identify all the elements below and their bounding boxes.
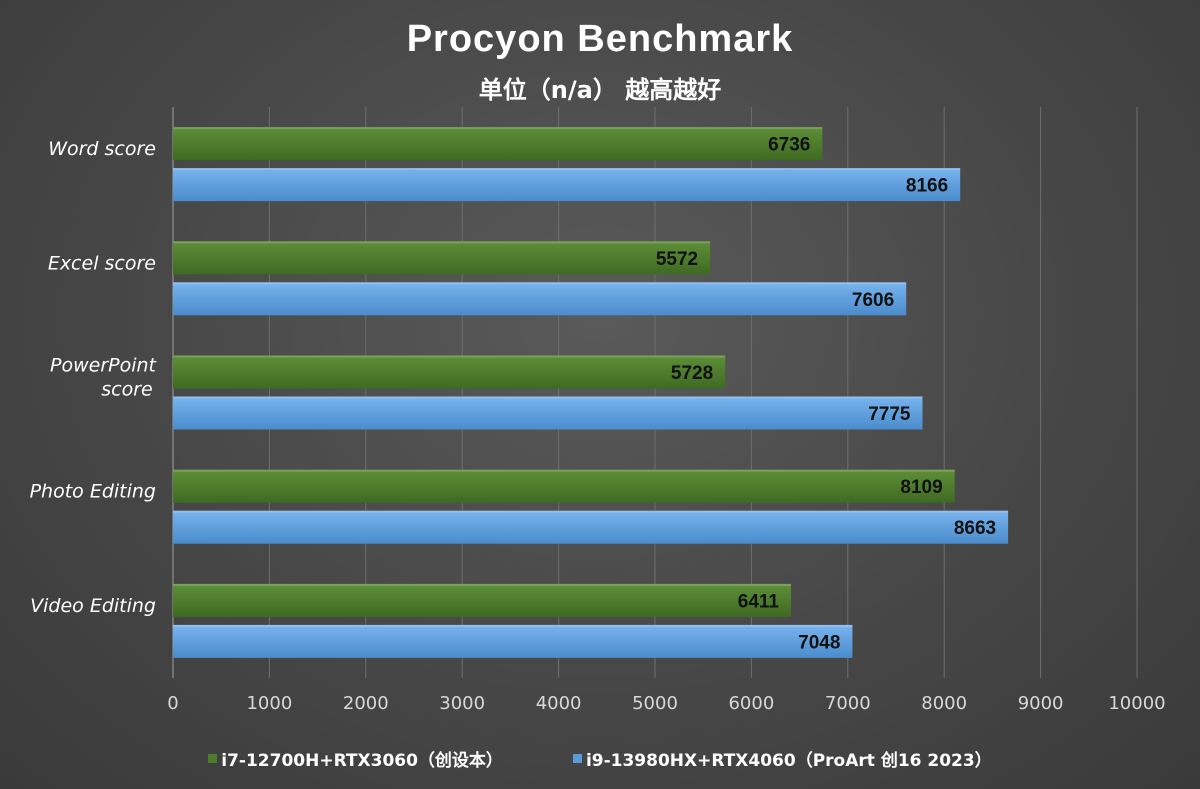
x-tick-label: 4000: [536, 693, 582, 714]
bar-blue: [173, 282, 907, 316]
data-label: 7606: [852, 290, 894, 311]
chart-subtitle: 单位（n/a） 越高越好: [478, 76, 722, 104]
legend-item-series-2: i9-13980HX+RTX4060（ProArt 创16 2023）: [572, 746, 992, 771]
legend-label-series-1: i7-12700H+RTX3060（创设本）: [221, 751, 503, 771]
legend-swatch-blue: [572, 754, 582, 763]
data-label: 8663: [954, 518, 996, 539]
data-label: 7048: [798, 632, 840, 653]
x-tick-label: 9000: [1018, 693, 1064, 714]
x-tick-label: 2000: [343, 693, 389, 714]
category-label: Excel score: [48, 252, 156, 274]
bar-green: [173, 469, 955, 503]
bar-highlight: [173, 282, 907, 285]
data-label: 6411: [738, 591, 780, 612]
bar-green: [173, 241, 711, 275]
x-tick-label: 6000: [728, 693, 774, 714]
category-label: Photo Editing: [30, 481, 156, 503]
data-label: 5728: [671, 363, 713, 384]
bar-highlight: [173, 168, 961, 171]
bar-highlight: [173, 624, 853, 627]
bar-green: [173, 355, 726, 389]
category-label: Video Editing: [30, 595, 156, 617]
bar-highlight: [173, 510, 1009, 513]
bar-highlight: [173, 396, 923, 399]
legend-label-series-2: i9-13980HX+RTX4060（ProArt 创16 2023）: [585, 751, 992, 771]
x-tick-label: 8000: [921, 693, 967, 714]
bar-highlight: [173, 469, 955, 472]
bar-blue: [173, 168, 961, 202]
chart-title: Procyon Benchmark: [406, 18, 794, 60]
bar-highlight: [173, 355, 726, 358]
bar-blue: [173, 510, 1009, 544]
data-label: 8109: [900, 477, 942, 498]
legend-item-series-1: i7-12700H+RTX3060（创设本）: [208, 746, 503, 771]
data-label: 6736: [768, 135, 810, 156]
bar-green: [173, 127, 823, 161]
data-label: 8166: [906, 176, 948, 197]
bar-highlight: [173, 583, 792, 586]
bar-blue: [173, 396, 923, 430]
category-label: PowerPoint: [50, 355, 158, 377]
data-label: 5572: [656, 249, 698, 270]
legend-swatch-green: [208, 754, 218, 763]
bar-highlight: [173, 241, 711, 244]
bar-highlight: [173, 127, 823, 130]
data-label: 7775: [868, 404, 911, 425]
legend: i7-12700H+RTX3060（创设本） i9-13980HX+RTX406…: [0, 746, 1200, 771]
x-tick-label: 3000: [439, 693, 485, 714]
x-tick-label: 7000: [825, 693, 871, 714]
x-tick-label: 1000: [246, 693, 292, 714]
bar-blue: [173, 624, 853, 658]
category-label: score: [101, 379, 152, 401]
x-tick-label: 5000: [632, 693, 678, 714]
x-tick-label: 0: [167, 693, 178, 714]
x-tick-label: 10000: [1108, 693, 1165, 714]
bar-green: [173, 583, 792, 617]
category-label: Word score: [48, 138, 156, 160]
